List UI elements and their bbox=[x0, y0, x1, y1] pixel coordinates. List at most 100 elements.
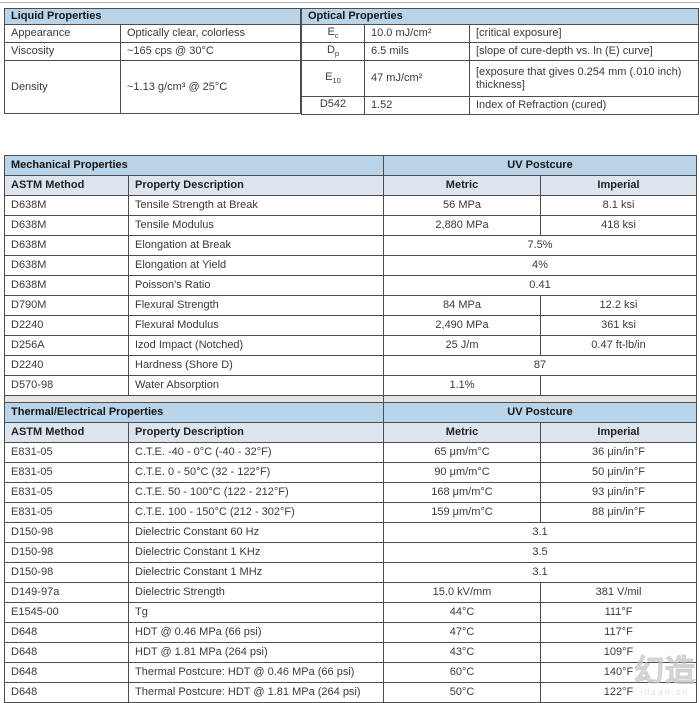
metric-cell: 2,880 MPa bbox=[383, 215, 541, 236]
astm-cell: D2240 bbox=[4, 315, 129, 336]
span-value-cell: 3.5 bbox=[382, 542, 698, 563]
property-cell: Elongation at Break bbox=[128, 235, 384, 256]
metric-cell: 2,490 MPa bbox=[383, 315, 541, 336]
metric-cell: 60°C bbox=[383, 662, 541, 683]
span-value-cell: 0.41 bbox=[382, 275, 698, 296]
imperial-cell: 88 μin/in°F bbox=[539, 502, 698, 523]
imperial-cell: 140°F bbox=[539, 662, 698, 683]
imperial-cell: 93 μin/in°F bbox=[539, 482, 698, 503]
astm-cell: D570-98 bbox=[4, 375, 129, 396]
value-cell: 1.52 bbox=[364, 96, 470, 115]
property-label-cell: Viscosity bbox=[4, 42, 121, 61]
astm-cell: D638M bbox=[4, 215, 129, 236]
column-header-row: ASTM Method Property Description Metric … bbox=[4, 422, 698, 443]
astm-cell: E831-05 bbox=[4, 502, 129, 523]
property-description-header: Property Description bbox=[128, 422, 384, 443]
imperial-cell: 418 ksi bbox=[539, 215, 698, 236]
property-cell: C.T.E. -40 - 0°C (-40 - 32°F) bbox=[128, 442, 384, 463]
property-cell: Poisson's Ratio bbox=[128, 275, 384, 296]
symbol-cell: E10 bbox=[301, 60, 365, 97]
table-row: Viscosity ~165 cps @ 30°C bbox=[4, 42, 301, 61]
astm-cell: D648 bbox=[4, 642, 129, 663]
property-cell: Flexural Modulus bbox=[128, 315, 384, 336]
metric-cell: 15.0 kV/mm bbox=[383, 582, 541, 603]
imperial-cell: 361 ksi bbox=[539, 315, 698, 336]
property-cell: Tensile Modulus bbox=[128, 215, 384, 236]
top-divider-rule bbox=[0, 2, 700, 3]
table-row: D2240 Hardness (Shore D) 87 bbox=[4, 355, 698, 376]
imperial-cell: 8.1 ksi bbox=[539, 195, 698, 216]
astm-cell: E831-05 bbox=[4, 462, 129, 483]
table-row: E831-05 C.T.E. 0 - 50°C (32 - 122°F) 90 … bbox=[4, 462, 698, 483]
symbol-subscript: c bbox=[334, 31, 339, 41]
property-cell: Dielectric Strength bbox=[128, 582, 384, 603]
metric-cell: 50°C bbox=[383, 682, 541, 703]
astm-cell: E1545-00 bbox=[4, 602, 129, 623]
symbol-text: E bbox=[325, 71, 333, 84]
astm-cell: D638M bbox=[4, 275, 129, 296]
metric-cell: 65 μm/m°C bbox=[383, 442, 541, 463]
mechanical-properties-title: Mechanical Properties bbox=[4, 155, 384, 176]
symbol-subscript: 10 bbox=[332, 76, 341, 86]
property-cell: HDT @ 0.46 MPa (66 psi) bbox=[128, 622, 384, 643]
table-spacer-row bbox=[4, 395, 698, 403]
table-row: D638M Tensile Strength at Break 56 MPa 8… bbox=[4, 195, 698, 216]
symbol-subscript: p bbox=[334, 49, 340, 59]
astm-cell: D638M bbox=[4, 235, 129, 256]
table-row: D2240 Flexural Modulus 2,490 MPa 361 ksi bbox=[4, 315, 698, 336]
table-row: D150-98 Dielectric Constant 60 Hz 3.1 bbox=[4, 522, 698, 543]
table-row: D542 1.52 Index of Refraction (cured) bbox=[301, 96, 699, 115]
spacer-cell bbox=[4, 395, 384, 403]
astm-cell: D2240 bbox=[4, 355, 129, 376]
astm-cell: D648 bbox=[4, 622, 129, 643]
property-cell: Flexural Strength bbox=[128, 295, 384, 316]
property-cell: Dielectric Constant 1 MHz bbox=[128, 562, 384, 583]
table-row: D638M Elongation at Yield 4% bbox=[4, 255, 698, 276]
imperial-header: Imperial bbox=[539, 422, 698, 443]
imperial-cell bbox=[539, 375, 698, 396]
table-row: D790M Flexural Strength 84 MPa 12.2 ksi bbox=[4, 295, 698, 316]
property-cell: C.T.E. 0 - 50°C (32 - 122°F) bbox=[128, 462, 384, 483]
property-cell: Izod Impact (Notched) bbox=[128, 335, 384, 356]
description-cell: Index of Refraction (cured) bbox=[469, 96, 699, 115]
table-row: E10 47 mJ/cm² [exposure that gives 0.254… bbox=[301, 60, 699, 97]
symbol-cell: Dp bbox=[301, 42, 365, 61]
symbol-cell: Ec bbox=[301, 24, 365, 43]
table-row: D256A Izod Impact (Notched) 25 J/m 0.47 … bbox=[4, 335, 698, 356]
symbol-text: E bbox=[327, 26, 335, 39]
imperial-cell: 50 μin/in°F bbox=[539, 462, 698, 483]
main-properties-table: Mechanical Properties UV Postcure ASTM M… bbox=[4, 155, 698, 703]
property-cell: Dielectric Constant 1 KHz bbox=[128, 542, 384, 563]
table-row: E831-05 C.T.E. 100 - 150°C (212 - 302°F)… bbox=[4, 502, 698, 523]
description-cell: [exposure that gives 0.254 mm (.010 inch… bbox=[469, 60, 699, 97]
property-cell: C.T.E. 50 - 100°C (122 - 212°F) bbox=[128, 482, 384, 503]
description-cell: [slope of cure-depth vs. ln (E) curve] bbox=[469, 42, 699, 61]
metric-cell: 168 μm/m°C bbox=[383, 482, 541, 503]
astm-cell: D149-97a bbox=[4, 582, 129, 603]
symbol-text: D542 bbox=[319, 98, 347, 111]
imperial-header: Imperial bbox=[539, 175, 698, 196]
table-row: D638M Elongation at Break 7.5% bbox=[4, 235, 698, 256]
value-cell: 47 mJ/cm² bbox=[364, 60, 470, 97]
imperial-cell: 122°F bbox=[539, 682, 698, 703]
property-description-header: Property Description bbox=[128, 175, 384, 196]
value-cell: 10.0 mJ/cm² bbox=[364, 24, 470, 43]
span-value-cell: 4% bbox=[382, 255, 698, 276]
table-row: E831-05 C.T.E. -40 - 0°C (-40 - 32°F) 65… bbox=[4, 442, 698, 463]
astm-cell: D638M bbox=[4, 195, 129, 216]
astm-cell: D648 bbox=[4, 682, 129, 703]
astm-cell: D150-98 bbox=[4, 542, 129, 563]
astm-cell: D150-98 bbox=[4, 522, 129, 543]
astm-cell: D648 bbox=[4, 662, 129, 683]
liquid-properties-table: Liquid Properties Appearance Optically c… bbox=[4, 8, 301, 114]
metric-header: Metric bbox=[383, 175, 541, 196]
property-cell: Elongation at Yield bbox=[128, 255, 384, 276]
table-row: Density ~1.13 g/cm³ @ 25°C bbox=[4, 60, 301, 114]
symbol-cell: D542 bbox=[301, 96, 365, 115]
astm-cell: D790M bbox=[4, 295, 129, 316]
property-cell: Water Absorption bbox=[128, 375, 384, 396]
uv-postcure-header: UV Postcure bbox=[382, 402, 698, 423]
imperial-cell: 109°F bbox=[539, 642, 698, 663]
table-row: D150-98 Dielectric Constant 1 KHz 3.5 bbox=[4, 542, 698, 563]
